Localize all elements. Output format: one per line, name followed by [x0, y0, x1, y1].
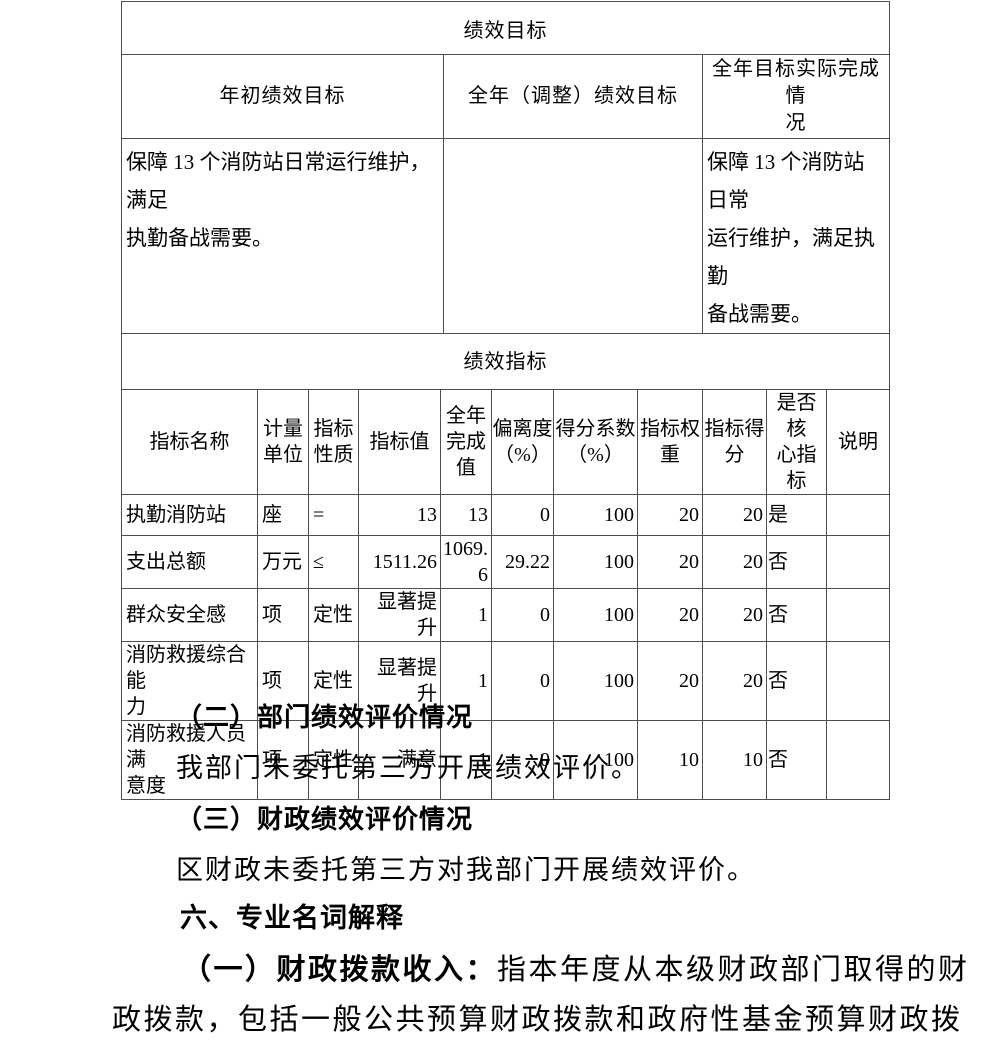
cell-target-value: 1511.26 — [358, 535, 441, 589]
cell-weight: 10 — [637, 720, 703, 800]
cell-unit: 座 — [257, 494, 309, 536]
goal-actual-text: 保障 13 个消防站日常 运行维护，满足执勤 备战需要。 — [702, 138, 890, 334]
goal-body-row: 保障 13 个消防站日常运行维护，满足 执勤备战需要。 保障 13 个消防站日常… — [121, 138, 890, 334]
goal-col-header-initial: 年初绩效目标 — [121, 54, 444, 139]
cell-score-coeff: 100 — [553, 535, 638, 589]
col-header-note: 说明 — [825, 389, 891, 495]
cell-weight: 20 — [637, 588, 703, 642]
cell-name: 群众安全感 — [121, 588, 258, 642]
paragraph-dept-evaluation: 我部门未委托第三方开展绩效评价。 — [176, 753, 640, 783]
section-heading-terms: 六、专业名词解释 — [180, 903, 404, 933]
cell-name: 支出总额 — [121, 535, 258, 589]
table-row: 消防救援综合能 力 项 定性 显著提升 1 0 100 20 20 否 — [121, 641, 891, 721]
table-row: 消防救援人员满 意度 项 定性 满意 1 0 100 10 10 否 — [121, 720, 891, 800]
term-definition-text: 指本年度从本级财政部门取得的财 政拨款，包括一般公共预算财政拨款和政府性基金预算… — [112, 954, 970, 1036]
cell-weight: 20 — [637, 535, 703, 589]
cell-completion: 13 — [440, 494, 492, 536]
cell-completion: 1 — [440, 588, 492, 642]
cell-score-coeff: 100 — [553, 588, 638, 642]
cell-name: 消防救援综合能 力 — [121, 641, 258, 721]
col-header-core: 是否核 心指标 — [766, 389, 827, 495]
cell-name: 执勤消防站 — [121, 494, 258, 536]
col-header-deviation: 偏离度 （%） — [491, 389, 554, 495]
paragraph-term-definition: （一）财政拨款收入：指本年度从本级财政部门取得的财 政拨款，包括一般公共预算财政… — [112, 945, 994, 1045]
cell-target-value: 显著提升 — [358, 641, 441, 721]
goal-col-header-adjusted: 全年（调整）绩效目标 — [443, 54, 703, 139]
cell-nature: = — [308, 494, 359, 536]
cell-note — [825, 720, 891, 800]
col-header-completion: 全年 完成 值 — [440, 389, 492, 495]
paragraph-fiscal-evaluation: 区财政未委托第三方对我部门开展绩效评价。 — [176, 855, 756, 885]
cell-note — [825, 535, 891, 589]
col-header-score: 指标得 分 — [702, 389, 767, 495]
cell-nature: 定性 — [308, 588, 359, 642]
cell-deviation: 0 — [491, 494, 554, 536]
cell-score: 20 — [702, 588, 767, 642]
cell-target-value: 显著提升 — [358, 588, 441, 642]
cell-nature: ≤ — [308, 535, 359, 589]
table-row: 执勤消防站 座 = 13 13 0 100 20 20 是 — [121, 494, 891, 536]
col-header-unit: 计量 单位 — [257, 389, 309, 495]
col-header-weight: 指标权 重 — [637, 389, 703, 495]
goal-adjusted-text — [443, 138, 703, 334]
col-header-target-value: 指标值 — [358, 389, 441, 495]
cell-score: 20 — [702, 641, 767, 721]
cell-score-coeff: 100 — [553, 641, 638, 721]
section-heading-dept-evaluation: （二）部门绩效评价情况 — [176, 703, 474, 732]
cell-deviation: 0 — [491, 588, 554, 642]
cell-deviation: 29.22 — [491, 535, 554, 589]
cell-unit: 项 — [257, 641, 309, 721]
term-name: （一）财政拨款收入： — [182, 954, 498, 986]
goal-title-row: 绩效目标 — [121, 1, 890, 55]
goal-header-row: 年初绩效目标 全年（调整）绩效目标 全年目标实际完成情 况 — [121, 54, 890, 139]
cell-core: 否 — [766, 535, 827, 589]
indicator-table-title: 绩效指标 — [120, 333, 891, 390]
cell-weight: 20 — [637, 641, 703, 721]
performance-goal-table: 绩效目标 年初绩效目标 全年（调整）绩效目标 全年目标实际完成情 况 保障 13… — [121, 1, 890, 334]
cell-note — [825, 494, 891, 536]
section-heading-fiscal-evaluation: （三）财政绩效评价情况 — [176, 805, 474, 834]
indicator-title-row: 绩效指标 — [120, 333, 891, 390]
table-row: 支出总额 万元 ≤ 1511.26 1069.6 29.22 100 20 20… — [121, 535, 891, 589]
cell-score-coeff: 100 — [553, 720, 638, 800]
cell-deviation: 0 — [491, 720, 554, 800]
goal-col-header-actual: 全年目标实际完成情 况 — [702, 54, 890, 139]
indicator-header-row: 指标名称 计量 单位 指标 性质 指标值 全年 完成 值 偏离度 （%） 得分系… — [121, 389, 891, 495]
cell-completion: 1 — [440, 720, 492, 800]
cell-weight: 20 — [637, 494, 703, 536]
goal-table-title: 绩效目标 — [121, 1, 890, 55]
cell-core: 是 — [766, 494, 827, 536]
cell-core: 否 — [766, 588, 827, 642]
cell-score: 20 — [702, 535, 767, 589]
performance-tables: 绩效目标 年初绩效目标 全年（调整）绩效目标 全年目标实际完成情 况 保障 13… — [120, 1, 891, 800]
cell-target-value: 13 — [358, 494, 441, 536]
table-row: 群众安全感 项 定性 显著提升 1 0 100 20 20 否 — [121, 588, 891, 642]
goal-initial-text: 保障 13 个消防站日常运行维护，满足 执勤备战需要。 — [121, 138, 444, 334]
cell-completion: 1069.6 — [440, 535, 492, 589]
col-header-nature: 指标 性质 — [308, 389, 359, 495]
cell-unit: 万元 — [257, 535, 309, 589]
performance-indicator-table: 绩效指标 指标名称 计量 单位 指标 性质 指标值 全年 完成 值 偏离度 （%… — [120, 333, 891, 800]
cell-target-value: 满意 — [358, 720, 441, 800]
cell-nature: 定性 — [308, 641, 359, 721]
cell-unit: 项 — [257, 720, 309, 800]
col-header-name: 指标名称 — [121, 389, 258, 495]
cell-note — [825, 588, 891, 642]
col-header-score-coeff: 得分系数 （%） — [553, 389, 638, 495]
cell-score-coeff: 100 — [553, 494, 638, 536]
cell-core: 否 — [766, 720, 827, 800]
cell-note — [825, 641, 891, 721]
cell-score: 20 — [702, 494, 767, 536]
cell-unit: 项 — [257, 588, 309, 642]
